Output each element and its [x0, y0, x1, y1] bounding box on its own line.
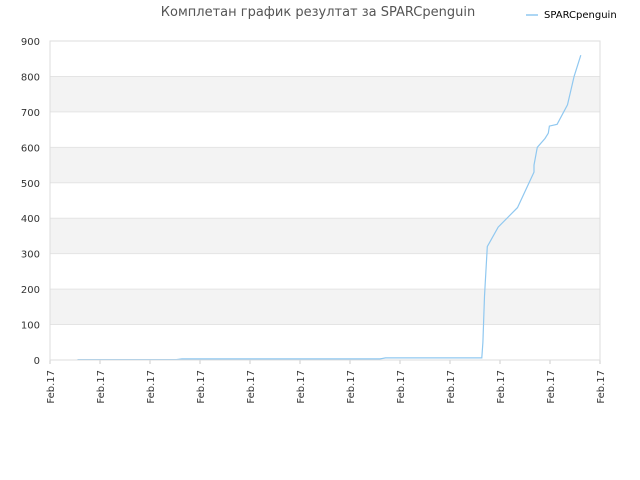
y-tick-label: 400: [21, 214, 40, 225]
grid-band: [50, 289, 600, 325]
y-tick-label: 800: [21, 72, 40, 83]
x-tick-label: Feb.17: [146, 370, 157, 404]
x-tick-label: Feb.17: [546, 370, 557, 404]
series-layer: [77, 55, 582, 361]
y-tick-label: 900: [21, 37, 40, 48]
x-tick-label: Feb.17: [446, 370, 457, 404]
legend-label-sparcpenguin: SPARCpenguin: [544, 10, 617, 21]
y-tick-label: 300: [21, 250, 40, 261]
grid-bands: [50, 76, 600, 325]
x-tick-label: Feb.17: [96, 370, 107, 404]
x-tick-label: Feb.17: [46, 370, 57, 404]
legend: SPARCpenguin: [526, 10, 617, 21]
y-tick-label: 600: [21, 143, 40, 154]
y-tick-label: 0: [34, 356, 40, 367]
x-tick-label: Feb.17: [346, 370, 357, 404]
grid-band: [50, 76, 600, 112]
y-tick-label: 200: [21, 285, 40, 296]
y-tick-label: 500: [21, 179, 40, 190]
x-axis-ticks: Feb.17 Feb.17 Feb.17 Feb.17 Feb.17 Feb.17 Feb.…: [46, 360, 607, 404]
plot-frame: [49, 40, 601, 361]
x-tick-label: Feb.17: [596, 370, 607, 404]
chart-title: Комплетан график резултат за SPARCpengui…: [161, 5, 475, 20]
grid-band: [50, 147, 600, 183]
x-tick-label: Feb.17: [496, 370, 507, 404]
x-tick-label: Feb.17: [246, 370, 257, 404]
x-tick-label: Feb.17: [196, 370, 207, 404]
x-tick-label: Feb.17: [296, 370, 307, 404]
x-tick-label: Feb.17: [396, 370, 407, 404]
series-line-sparcpenguin: [77, 55, 582, 361]
y-axis-ticks: 0 100 200 300 400 500 600 700 800 900: [21, 37, 40, 367]
y-tick-label: 700: [21, 108, 40, 119]
grid-band: [50, 218, 600, 254]
y-tick-label: 100: [21, 321, 40, 332]
